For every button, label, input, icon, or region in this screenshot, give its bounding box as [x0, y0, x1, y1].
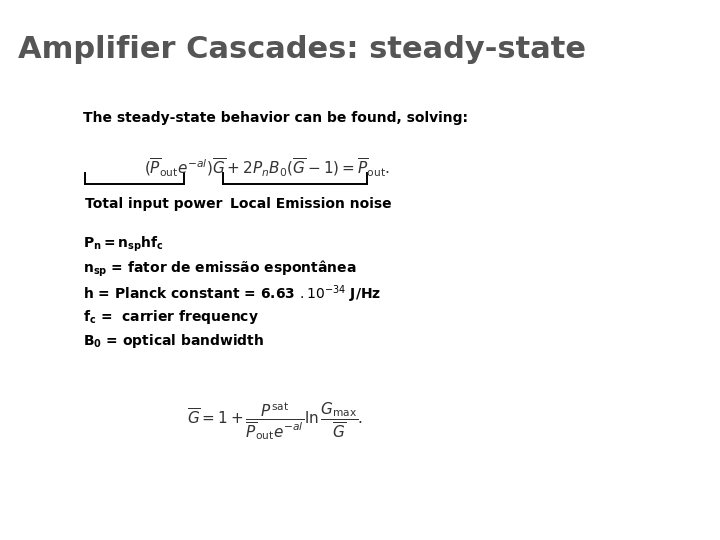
Text: $\mathbf{f_c}$ =  carrier frequency: $\mathbf{f_c}$ = carrier frequency	[83, 308, 258, 326]
Text: The steady-state behavior can be found, solving:: The steady-state behavior can be found, …	[83, 111, 468, 125]
Text: $\mathbf{n_{sp}}$ = fator de emissão espontânea: $\mathbf{n_{sp}}$ = fator de emissão esp…	[83, 259, 356, 280]
Text: $(\overline{P}_{\mathrm{out}}e^{-al})\overline{G} + 2P_n B_0(\overline{G}-1) = \: $(\overline{P}_{\mathrm{out}}e^{-al})\ov…	[144, 157, 390, 179]
Text: $\mathbf{P_n = n_{sp}hf_c}$: $\mathbf{P_n = n_{sp}hf_c}$	[83, 235, 163, 254]
Text: h = Planck constant = 6.63 $.10^{-34}$ J/Hz: h = Planck constant = 6.63 $.10^{-34}$ J…	[83, 284, 381, 305]
Text: $\mathbf{B_0}$ = optical bandwidth: $\mathbf{B_0}$ = optical bandwidth	[83, 332, 264, 350]
Text: Amplifier Cascades: steady-state: Amplifier Cascades: steady-state	[18, 35, 586, 64]
Text: Local Emission noise: Local Emission noise	[230, 197, 392, 211]
Text: Total input power: Total input power	[85, 197, 222, 211]
Text: $\overline{G} = 1 + \dfrac{P^{\mathrm{sat}}}{\overline{P}_{\mathrm{out}}e^{-al}}: $\overline{G} = 1 + \dfrac{P^{\mathrm{sa…	[187, 400, 364, 442]
